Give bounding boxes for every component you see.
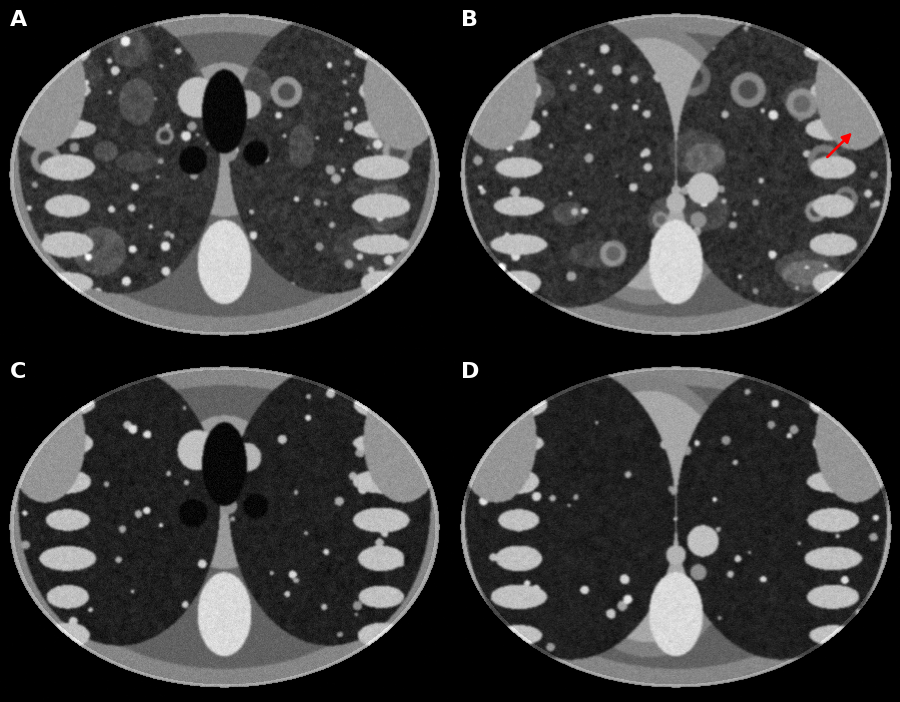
Text: D: D <box>461 362 479 383</box>
Text: C: C <box>10 362 26 383</box>
Text: B: B <box>461 11 478 30</box>
Text: A: A <box>10 11 27 30</box>
